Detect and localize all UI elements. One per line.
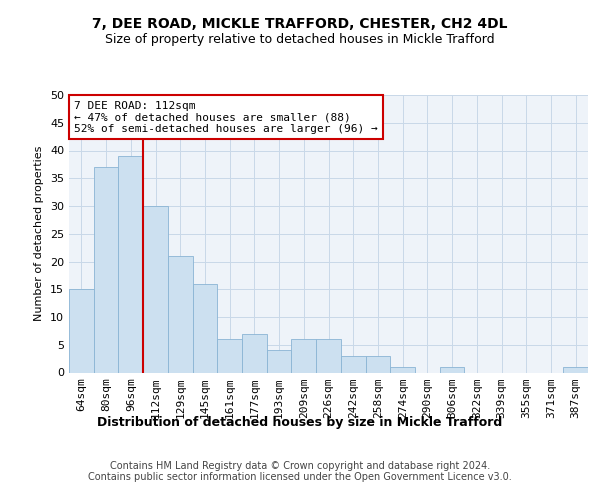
Bar — [292, 339, 316, 372]
Bar — [69, 289, 94, 372]
Bar — [316, 339, 341, 372]
Bar — [168, 256, 193, 372]
Bar — [390, 367, 415, 372]
Text: Contains HM Land Registry data © Crown copyright and database right 2024.
Contai: Contains HM Land Registry data © Crown c… — [88, 461, 512, 482]
Bar — [217, 339, 242, 372]
Text: Distribution of detached houses by size in Mickle Trafford: Distribution of detached houses by size … — [97, 416, 503, 429]
Bar — [563, 367, 588, 372]
Bar — [242, 334, 267, 372]
Text: 7, DEE ROAD, MICKLE TRAFFORD, CHESTER, CH2 4DL: 7, DEE ROAD, MICKLE TRAFFORD, CHESTER, C… — [92, 18, 508, 32]
Text: 7 DEE ROAD: 112sqm
← 47% of detached houses are smaller (88)
52% of semi-detache: 7 DEE ROAD: 112sqm ← 47% of detached hou… — [74, 100, 378, 134]
Bar — [143, 206, 168, 372]
Bar — [193, 284, 217, 372]
Bar — [365, 356, 390, 372]
Bar — [94, 167, 118, 372]
Y-axis label: Number of detached properties: Number of detached properties — [34, 146, 44, 322]
Bar — [267, 350, 292, 372]
Bar — [440, 367, 464, 372]
Text: Size of property relative to detached houses in Mickle Trafford: Size of property relative to detached ho… — [105, 32, 495, 46]
Bar — [341, 356, 365, 372]
Bar — [118, 156, 143, 372]
